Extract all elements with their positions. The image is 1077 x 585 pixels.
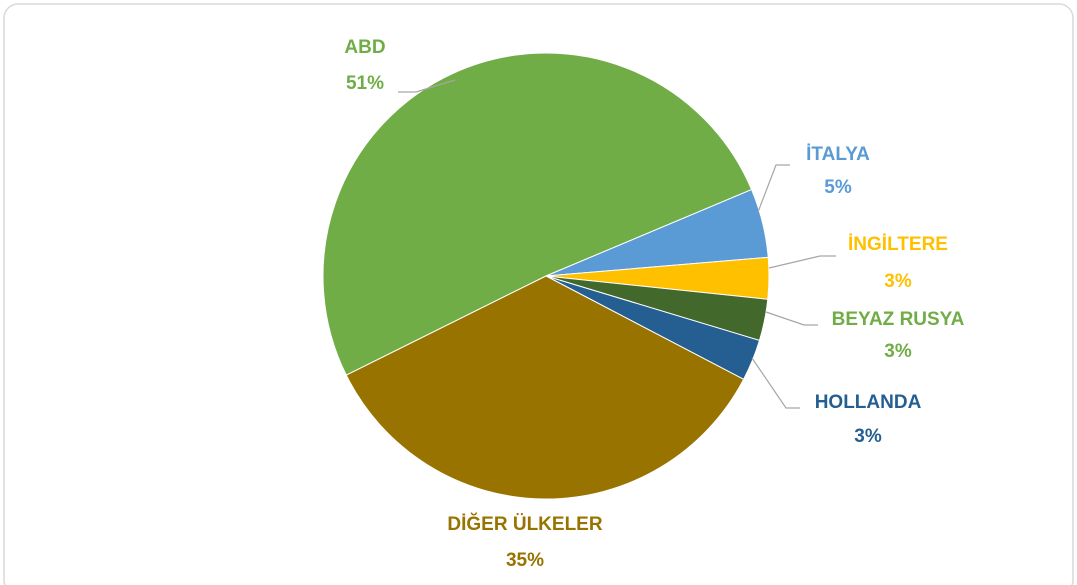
slice-value-label: 3%: [854, 426, 882, 447]
leader-line: [398, 79, 456, 93]
slice-value-label: 5%: [824, 177, 852, 198]
slice-value-label: 3%: [884, 341, 912, 362]
leader-line: [757, 164, 790, 213]
slice-value-label: 35%: [506, 550, 544, 571]
slice-label: ABD: [344, 37, 385, 58]
slice-label: İTALYA: [806, 144, 870, 165]
slice-value-label: 3%: [884, 271, 912, 292]
slice-label: DİĞER ÜLKELER: [447, 513, 602, 535]
leader-line: [751, 357, 800, 409]
pie-slice: [345, 275, 745, 500]
leader-line: [765, 311, 818, 326]
leader-line: [768, 255, 836, 269]
slice-label: İNGİLTERE: [848, 234, 948, 255]
slice-value-label: 51%: [346, 73, 384, 94]
pie-slice: [322, 52, 753, 376]
slice-label: HOLLANDA: [815, 392, 922, 413]
slice-label: BEYAZ RUSYA: [832, 309, 965, 330]
